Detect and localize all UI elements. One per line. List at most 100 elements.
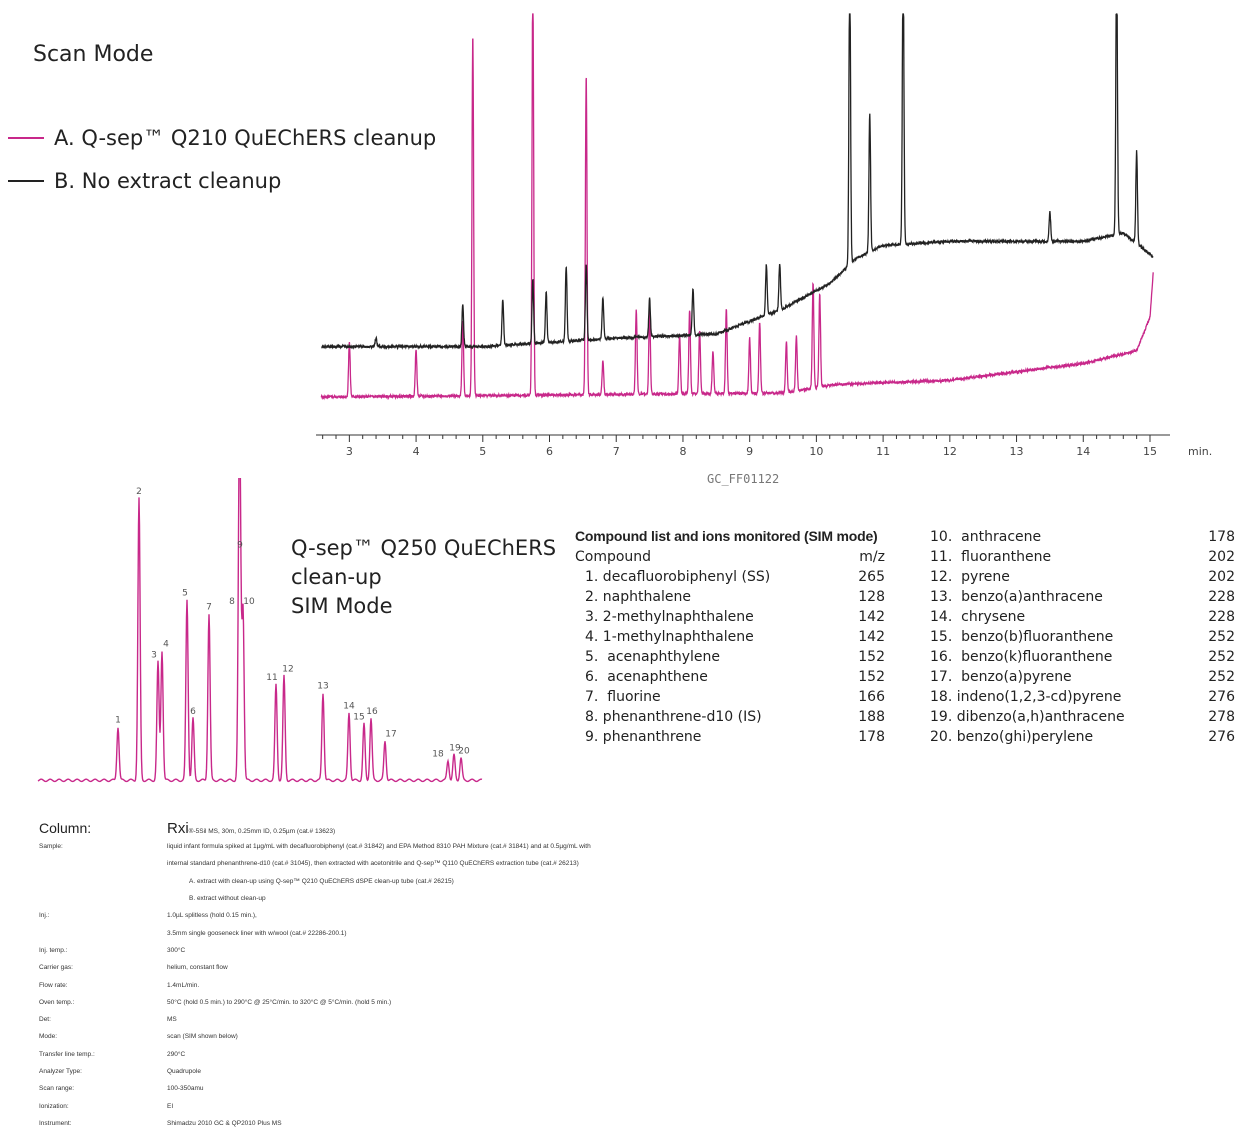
condition-value: Shimadzu 2010 GC & QP2010 Plus MS	[167, 1119, 282, 1127]
x-tick-label: 10	[809, 445, 823, 458]
compound-mz: 276	[1208, 729, 1235, 745]
condition-label: Inj. temp.:	[39, 946, 68, 954]
compound-mz: 178	[1208, 529, 1235, 545]
compound-row: 3. 2-methylnaphthalene 142	[575, 607, 885, 627]
peak-label: 6	[190, 707, 196, 717]
peak-label: 12	[282, 665, 293, 675]
x-tick-label: 6	[546, 445, 553, 458]
peak-label: 8	[229, 597, 235, 607]
condition-row: 3.5mm single gooseneck liner with w/wool…	[39, 924, 1219, 941]
compound-mz: 276	[1208, 689, 1235, 705]
peak-label: 15	[353, 713, 364, 723]
condition-value: 1.0µL splitless (hold 0.15 min.),	[167, 912, 257, 920]
condition-value: A. extract with clean-up using Q-sep™ Q2…	[189, 877, 454, 885]
peak-label: 11	[266, 673, 277, 683]
condition-value: 50°C (hold 0.5 min.) to 290°C @ 25°C/min…	[167, 998, 392, 1006]
compound-name: 17. benzo(a)pyrene	[930, 669, 1072, 685]
x-axis-unit: min.	[1188, 445, 1212, 458]
condition-row: Scan range: 100-350amu	[39, 1080, 1219, 1097]
compound-name: 13. benzo(a)anthracene	[930, 589, 1103, 605]
compound-mz: 142	[858, 629, 885, 645]
condition-label: Analyzer Type:	[39, 1068, 82, 1075]
condition-row: B. extract without clean-up	[39, 890, 1219, 907]
compound-row: 5. acenaphthylene 152	[575, 647, 885, 667]
sim-trace	[37, 478, 483, 783]
column-brand: Rxi	[167, 819, 189, 837]
condition-label: Instrument:	[39, 1119, 72, 1127]
condition-value: internal standard phenanthrene-d10 (cat.…	[167, 860, 579, 868]
condition-label: Transfer line temp.:	[39, 1050, 95, 1058]
condition-row: Sample: liquid infant formula spiked at 1…	[39, 838, 1219, 855]
condition-row: Carrier gas: helium, constant flow	[39, 959, 1219, 976]
peak-label: 3	[151, 651, 157, 661]
legend-label-b: B. No extract cleanup	[54, 169, 282, 193]
condition-row: Analyzer Type: Quadrupole	[39, 1063, 1219, 1080]
x-tick-label: 7	[613, 445, 620, 458]
compound-row: 4. 1-methylnaphthalene 142	[575, 627, 885, 647]
peak-label: 14	[343, 701, 355, 711]
compound-name: 16. benzo(k)fluoranthene	[930, 649, 1113, 665]
condition-value: Quadrupole	[167, 1068, 201, 1075]
mz-column-header: m/z	[859, 549, 885, 565]
compound-row: 13. benzo(a)anthracene 228	[930, 587, 1235, 607]
compound-mz: 152	[858, 649, 885, 665]
condition-value: 290°C	[167, 1050, 186, 1058]
column-spec: ®-5Sil MS, 30m, 0.25mm ID, 0.25µm (cat.#…	[188, 827, 336, 835]
condition-value: B. extract without clean-up	[189, 895, 266, 903]
condition-label: Ionization:	[39, 1102, 69, 1110]
compound-row: 2. naphthalene 128	[575, 587, 885, 607]
compound-row: 14. chrysene 228	[930, 607, 1235, 627]
compound-row: 17. benzo(a)pyrene 252	[930, 667, 1235, 687]
legend-swatch-a	[8, 137, 44, 139]
compound-name: 9. phenanthrene	[585, 729, 702, 745]
compound-name: 19. dibenzo(a,h)anthracene	[930, 709, 1125, 725]
sim-title-line: Q-sep™ Q250 QuEChERS	[291, 536, 557, 560]
series-a-trace	[320, 13, 1154, 401]
compound-row: 10. anthracene 178	[930, 527, 1235, 547]
legend-label-a: A. Q-sep™ Q210 QuEChERS cleanup	[54, 126, 437, 150]
x-tick-label: 13	[1010, 445, 1024, 458]
compound-name: 6. acenaphthene	[585, 669, 708, 685]
compound-name: 2. naphthalene	[585, 589, 691, 605]
x-tick-label: 14	[1076, 445, 1090, 458]
compound-table-heading: Compound list and ions monitored (SIM mo…	[575, 528, 878, 544]
compound-name: 20. benzo(ghi)perylene	[930, 729, 1094, 745]
compound-name: 11. fluoranthene	[930, 549, 1052, 565]
compound-mz: 178	[858, 729, 885, 745]
conditions-block: Column: Rxi®-5Sil MS, 30m, 0.25mm ID, 0.…	[39, 818, 1219, 1132]
peak-label: 1	[115, 715, 121, 725]
condition-label: Sample:	[39, 843, 63, 851]
compound-row: 20. benzo(ghi)perylene 276	[930, 727, 1235, 747]
peak-label: 18	[432, 749, 444, 759]
compound-table-left: Compound m/z 1. decafluorobiphenyl (SS) 2…	[575, 547, 885, 747]
condition-value: 1.4mL/min.	[167, 981, 200, 989]
condition-row: internal standard phenanthrene-d10 (cat.…	[39, 855, 1219, 872]
compound-row: 12. pyrene 202	[930, 567, 1235, 587]
peak-label: 5	[182, 589, 188, 599]
compound-name: 10. anthracene	[930, 529, 1042, 545]
condition-row: Oven temp.: 50°C (hold 0.5 min.) to 290°C…	[39, 994, 1219, 1011]
peak-label: 4	[163, 639, 169, 649]
compound-name: 12. pyrene	[930, 569, 1010, 585]
compound-mz: 278	[1208, 709, 1235, 725]
compound-column-header: Compound	[575, 549, 652, 565]
condition-value: 300°C	[167, 946, 186, 954]
compound-row: 6. acenaphthene 152	[575, 667, 885, 687]
condition-label: Mode:	[39, 1033, 58, 1041]
condition-row: Mode: scan (SIM shown below)	[39, 1028, 1219, 1045]
compound-row: 1. decafluorobiphenyl (SS) 265	[575, 567, 885, 587]
legend-item-a: A. Q-sep™ Q210 QuEChERS cleanup	[8, 126, 436, 150]
x-tick-label: 8	[679, 445, 686, 458]
scan-mode-title: Scan Mode	[33, 42, 154, 67]
condition-row: A. extract with clean-up using Q-sep™ Q2…	[39, 873, 1219, 890]
compound-table-right: 10. anthracene 178 11. fluoranthene 202 12. …	[930, 527, 1235, 747]
compound-name: 7. fluorine	[585, 689, 661, 705]
legend-swatch-b	[8, 180, 44, 182]
compound-mz: 202	[1208, 549, 1235, 565]
compound-mz: 252	[1208, 629, 1235, 645]
condition-label: Oven temp.:	[39, 998, 75, 1006]
compound-mz: 128	[858, 589, 885, 605]
compound-row: 7. fluorine 166	[575, 687, 885, 707]
condition-value: Rxi®-5Sil MS, 30m, 0.25mm ID, 0.25µm (ca…	[167, 820, 1219, 837]
